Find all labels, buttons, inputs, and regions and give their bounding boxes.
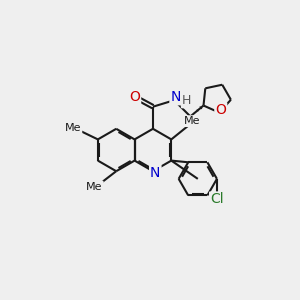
Text: Me: Me [86,182,103,191]
Text: H: H [182,94,191,107]
Text: O: O [215,103,226,117]
Text: Cl: Cl [210,193,224,206]
Text: N: N [150,166,160,180]
Text: Me: Me [184,116,201,126]
Text: Me: Me [65,123,81,133]
Text: N: N [170,90,181,104]
Text: O: O [129,90,140,104]
